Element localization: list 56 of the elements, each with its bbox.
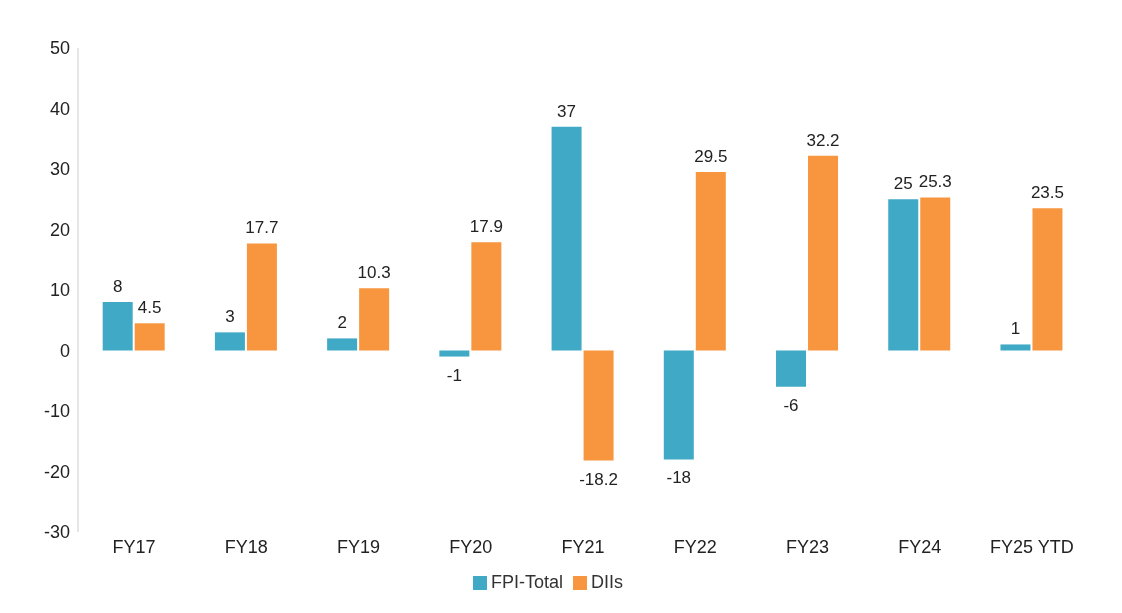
y-tick-label: 40 [49,98,70,119]
bar [214,332,245,351]
bar [920,197,951,351]
x-tick-label: FY18 [224,536,268,557]
bar [246,243,277,351]
data-label: 8 [112,277,123,297]
bar [583,350,614,461]
x-tick-label: FY22 [673,536,717,557]
x-tick-label: FY20 [449,536,493,557]
legend-label: DIIs [591,572,624,592]
data-label: 17.7 [245,218,279,238]
y-tick-label: -30 [43,522,70,543]
data-label: 1 [1010,319,1021,339]
data-label: 4.5 [137,298,162,318]
x-tick-label: FY25 YTD [990,536,1074,557]
data-label: -6 [783,395,799,415]
x-tick-label: FY19 [337,536,381,557]
data-label: 25 [893,174,913,194]
data-label: 25.3 [918,172,952,192]
y-tick-label: 10 [49,280,70,301]
x-tick-label: FY21 [561,536,605,557]
data-label: -18 [666,468,692,488]
y-tick-label: 0 [59,340,70,361]
y-tick-label: -20 [43,461,70,482]
bar [471,242,502,351]
bar [327,338,358,351]
bar [1000,344,1031,351]
x-tick-label: FY23 [785,536,829,557]
data-label: 2 [337,313,347,333]
data-label: 37 [557,101,577,121]
data-label: 17.9 [469,217,503,237]
x-tick-label: FY24 [898,536,942,557]
data-label: 29.5 [694,147,728,167]
y-tick-label: 50 [49,38,70,59]
data-label: -1 [446,365,462,385]
data-label: 32.2 [806,130,840,150]
legend-label: FPI-Total [490,572,563,592]
bar [695,172,726,351]
bar [359,288,390,351]
y-tick-label: 20 [49,219,70,240]
data-label: 23.5 [1030,183,1065,203]
bar [663,350,694,460]
y-tick-label: -10 [43,401,70,422]
bar [134,323,165,351]
bar [1032,208,1063,351]
data-label: 10.3 [357,263,391,283]
bar [102,302,133,351]
bar [888,199,919,351]
x-tick-label: FY17 [112,536,156,557]
bar [439,350,470,357]
bar [808,155,839,351]
bar [551,126,582,351]
bar [776,350,807,387]
y-tick-label: 30 [49,159,70,180]
data-label: 3 [225,307,235,327]
data-label: -18.2 [579,469,618,489]
